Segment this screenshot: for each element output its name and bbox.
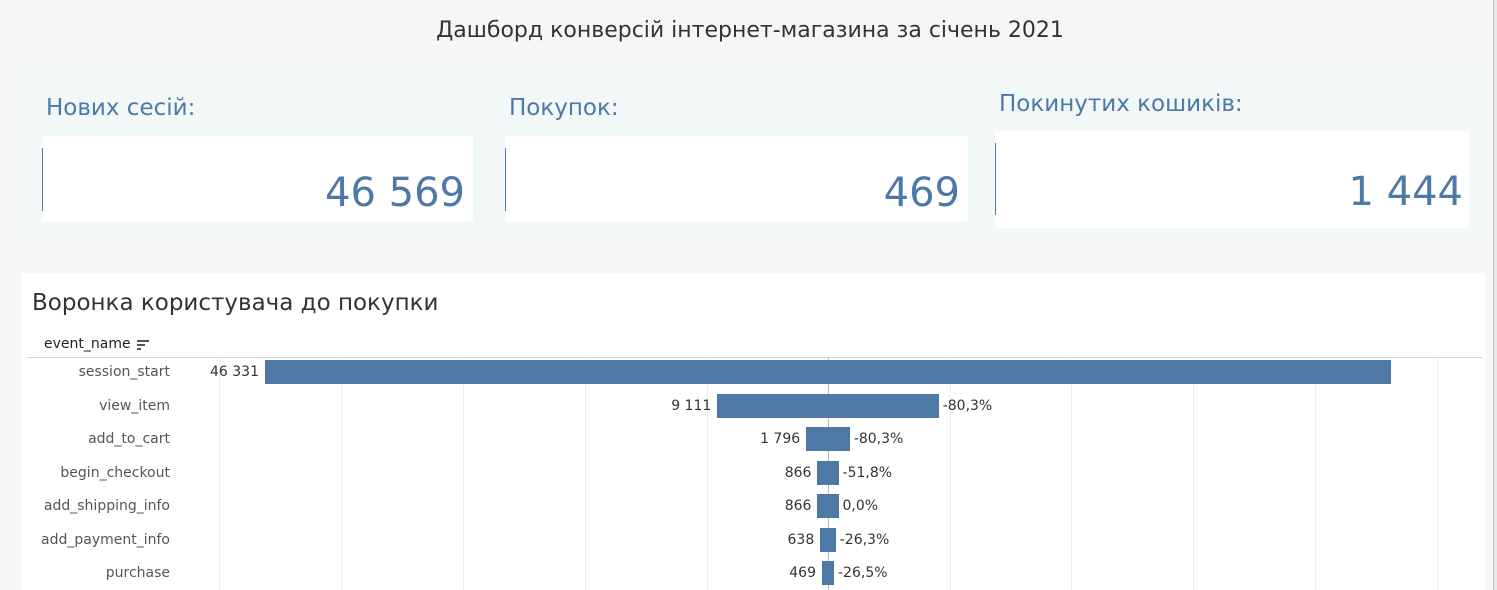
value-label: 469	[789, 565, 816, 581]
row-label-purchase[interactable]: purchase	[105, 565, 170, 581]
change-percent-label: -51,8%	[842, 464, 893, 481]
row-label-session-start[interactable]: session_start	[78, 364, 170, 380]
gridline	[707, 358, 708, 590]
funnel-bar-view-item[interactable]	[717, 393, 939, 418]
value-label: 638	[787, 531, 815, 548]
gridline	[1315, 358, 1316, 590]
funnel-bar-begin-checkout[interactable]	[817, 460, 839, 485]
change-percent-label: -80,3%	[853, 431, 904, 447]
change-percent-label: -80,3%	[942, 397, 993, 414]
value-label: 866	[784, 464, 812, 481]
kpi-label-abandoned-carts: Покинутих кошиків:	[999, 91, 1243, 117]
change-percent-label: -26,3%	[839, 531, 890, 548]
kpi-label-new-sessions: Нових сесій:	[46, 95, 196, 121]
kpi-accent-bar	[995, 143, 996, 215]
gridline	[219, 358, 220, 590]
column-header-event-name[interactable]: event_name	[44, 336, 131, 352]
gridline	[1071, 358, 1072, 590]
kpi-value-abandoned-carts: 1 444	[1348, 169, 1463, 215]
value-label: 866	[784, 498, 812, 514]
sort-descending-icon[interactable]	[137, 340, 149, 351]
kpi-card-new-sessions[interactable]: 46 569	[42, 136, 473, 222]
kpi-label-purchases: Покупок:	[509, 95, 619, 121]
change-percent-label: 0,0%	[842, 498, 879, 514]
change-percent-label: -26,5%	[838, 565, 888, 581]
kpi-value-purchases: 469	[883, 170, 960, 216]
row-label-add-shipping-info[interactable]: add_shipping_info	[43, 498, 170, 514]
value-label: 46 331	[210, 364, 259, 380]
kpi-card-abandoned-carts[interactable]: 1 444	[995, 131, 1469, 228]
kpi-value-new-sessions: 46 569	[325, 170, 465, 216]
value-label: 1 796	[760, 431, 801, 447]
funnel-bar-add-to-cart[interactable]	[806, 427, 850, 451]
gridline	[341, 358, 342, 590]
scrollbar[interactable]	[1493, 0, 1497, 590]
gridline	[585, 358, 586, 590]
header-divider	[27, 357, 1482, 358]
funnel-bar-add-payment-info[interactable]	[820, 527, 836, 552]
kpi-accent-bar	[42, 148, 43, 211]
funnel-bar-session-start[interactable]	[265, 360, 1391, 384]
funnel-bar-purchase[interactable]	[822, 561, 834, 585]
dashboard-title: Дашборд конверсій інтернет-магазина за с…	[436, 18, 1064, 43]
row-label-add-to-cart[interactable]: add_to_cart	[88, 431, 170, 447]
gridline	[1437, 358, 1438, 590]
gridline	[1193, 358, 1194, 590]
row-label-add-payment-info[interactable]: add_payment_info	[41, 531, 170, 548]
row-label-view-item[interactable]: view_item	[99, 397, 170, 414]
row-label-begin-checkout[interactable]: begin_checkout	[60, 464, 170, 481]
funnel-panel: Воронка користувача до покупки event_nam…	[22, 273, 1485, 590]
gridline	[463, 358, 464, 590]
funnel-bar-add-shipping-info[interactable]	[817, 494, 839, 518]
funnel-title: Воронка користувача до покупки	[32, 290, 439, 316]
value-label: 9 111	[671, 397, 712, 414]
gridline	[950, 358, 951, 590]
kpi-accent-bar	[505, 148, 506, 211]
kpi-card-purchases[interactable]: 469	[505, 136, 968, 222]
